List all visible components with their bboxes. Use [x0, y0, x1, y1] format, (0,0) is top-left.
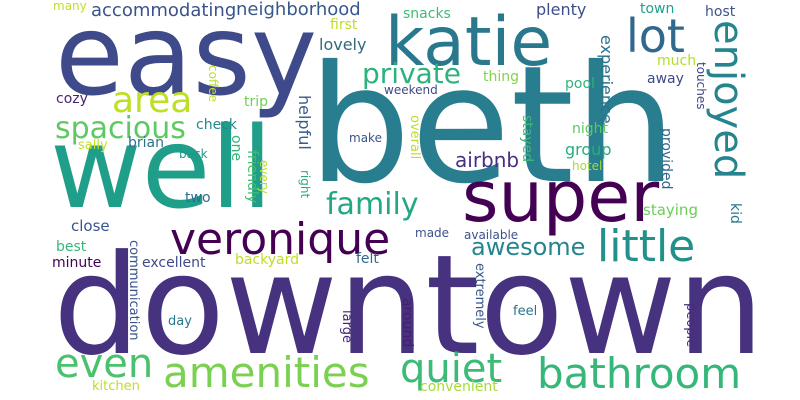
word-stayed: stayed	[519, 115, 535, 163]
word-neighborhood: neighborhood	[236, 0, 361, 20]
word-easy: easy	[55, 0, 318, 121]
word-thing: thing	[483, 69, 520, 85]
word-downtown: downtown	[53, 225, 765, 386]
word-hotel: hotel	[572, 159, 603, 173]
word-much: much	[657, 53, 697, 69]
word-private: private	[362, 57, 461, 90]
word-cozy: cozy	[56, 91, 88, 107]
word-check: check	[196, 117, 237, 133]
word-communication: communication	[126, 240, 141, 341]
word-amenities: amenities	[163, 348, 370, 397]
word-beth: beth	[308, 32, 677, 220]
word-one: one	[228, 135, 244, 162]
word-family: family	[326, 187, 419, 222]
word-available: available	[464, 228, 519, 242]
word-best: best	[56, 239, 87, 255]
word-katie: katie	[385, 3, 553, 82]
word-make: make	[349, 131, 382, 145]
word-little: little	[597, 221, 696, 272]
word-minute: minute	[52, 255, 102, 271]
word-day: day	[168, 314, 192, 329]
word-host: host	[705, 4, 736, 20]
word-feel: feel	[513, 304, 538, 319]
word-people: people	[683, 303, 698, 348]
word-excellent: excellent	[142, 255, 206, 271]
word-experience: experience	[597, 35, 616, 124]
word-airbnb: airbnb	[455, 148, 520, 172]
word-around: around	[399, 298, 415, 348]
word-right: right	[298, 170, 312, 199]
word-every: every	[257, 160, 271, 194]
word-provided: provided	[658, 128, 674, 190]
word-many: many	[53, 0, 87, 13]
word-made: made	[415, 226, 450, 240]
word-friendly: friendly	[244, 150, 260, 204]
word-super: super	[462, 156, 660, 238]
word-backyard: backyard	[235, 252, 300, 268]
word-extremely: extremely	[472, 263, 487, 329]
word-pool: pool	[565, 76, 595, 92]
word-quiet: quiet	[400, 346, 503, 392]
word-even: even	[55, 341, 154, 387]
word-helpful: helpful	[295, 95, 314, 150]
word-brian: brian	[128, 135, 164, 151]
word-kid: kid	[727, 203, 743, 224]
word-overall: overall	[407, 115, 422, 160]
word-close: close	[71, 217, 110, 235]
word-sally: sally	[78, 138, 108, 153]
word-area: area	[112, 80, 193, 121]
word-snacks: snacks	[403, 6, 451, 22]
word-large: large	[339, 310, 354, 343]
word-touches: touches	[694, 62, 708, 110]
word-bathroom: bathroom	[537, 349, 742, 398]
word-convenient: convenient	[420, 379, 498, 395]
word-well: well	[50, 104, 273, 234]
word-trip: trip	[244, 94, 269, 110]
word-weekend: weekend	[384, 83, 438, 97]
word-enjoyed: enjoyed	[705, 20, 751, 180]
word-staying: staying	[643, 201, 698, 219]
word-lot: lot	[626, 9, 685, 63]
word-away: away	[647, 71, 684, 87]
word-veronique: veronique	[170, 214, 391, 265]
word-night: night	[572, 121, 609, 137]
word-coffee: coffee	[206, 65, 220, 102]
word-lovely: lovely	[319, 35, 367, 54]
word-group: group	[565, 140, 612, 159]
word-town: town	[640, 1, 675, 17]
word-accommodating: accommodating	[91, 0, 237, 21]
word-two: two	[185, 190, 211, 206]
word-kitchen: kitchen	[92, 379, 140, 394]
word-felt: felt	[356, 251, 379, 267]
word-spacious: spacious	[55, 111, 186, 146]
word-plenty: plenty	[536, 0, 587, 19]
word-awesome: awesome	[471, 233, 586, 261]
word-first: first	[330, 17, 358, 33]
word-back: back	[179, 147, 208, 161]
